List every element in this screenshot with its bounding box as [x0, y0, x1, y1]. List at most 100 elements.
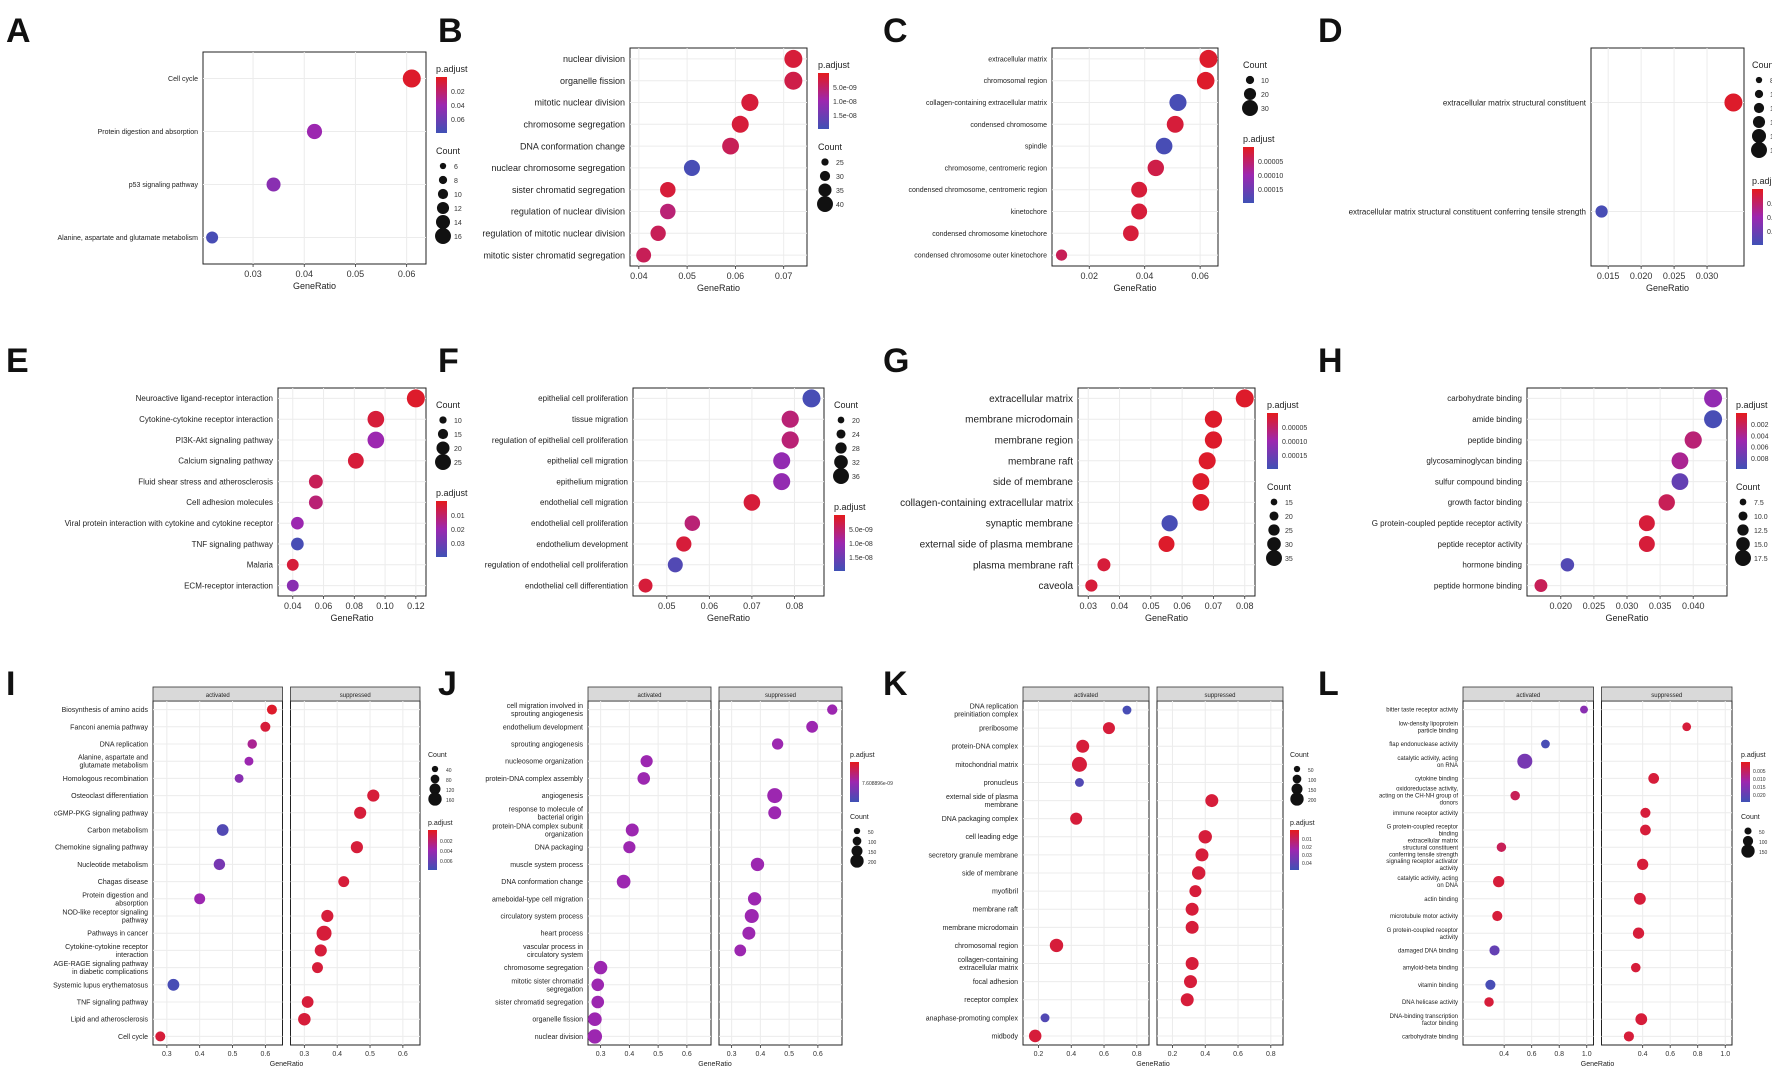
term-label: muscle system process: [510, 862, 583, 869]
size-legend-label: 36: [852, 474, 860, 481]
size-legend-label: 50: [1759, 830, 1765, 836]
data-point: [1028, 1029, 1042, 1043]
term-label-line: binding: [1439, 832, 1458, 838]
term-label-line: mitotic nuclear division: [534, 98, 625, 108]
x-axis-title: GeneRatio: [698, 1061, 732, 1068]
plot-area: [277, 387, 427, 597]
panel-a: A 0.03 0.04 0.05 0.06 Cell cycle Protein diges…: [6, 12, 468, 291]
term-label: membrane raft: [972, 907, 1018, 914]
term-label: Homologous recombination: [63, 776, 148, 783]
term-label-line: angiogenesis: [542, 793, 584, 800]
data-point: [1070, 812, 1083, 825]
x-tick-label: 0.030: [1616, 601, 1639, 611]
data-point: [286, 579, 299, 592]
data-point: [636, 247, 652, 263]
data-point: [1560, 558, 1575, 572]
data-point: [1191, 866, 1206, 880]
data-point: [1198, 452, 1216, 470]
term-label: peptide receptor activity: [1438, 540, 1523, 549]
term-label-line: DNA-binding transcription: [1390, 1014, 1458, 1020]
data-point: [1489, 945, 1500, 956]
data-point: [781, 410, 799, 428]
size-legend-dot: [1291, 783, 1303, 795]
color-legend-bar: [850, 762, 859, 802]
term-label-line: external side of plasma membrane: [920, 540, 1074, 551]
data-point: [1634, 892, 1646, 905]
term-label: side of membrane: [962, 870, 1018, 877]
size-legend-label: 10: [454, 192, 462, 199]
x-tick-label: 0.03: [244, 269, 262, 279]
x-tick-label: 0.5: [784, 1051, 794, 1058]
term-label-line: carbohydrate binding: [1402, 1035, 1458, 1041]
term-label-line: Alanine, aspartate and: [78, 755, 148, 762]
term-label-line: DNA conformation change: [520, 141, 625, 151]
term-label-line: Protein digestion and absorption: [98, 129, 199, 136]
data-point: [1704, 410, 1723, 429]
facet-label: suppressed: [1651, 693, 1682, 699]
data-point: [1638, 536, 1655, 552]
color-legend-label: 0.06: [451, 117, 465, 124]
term-label: sister chromatid segregation: [495, 999, 583, 1006]
facet-strip: [1156, 686, 1284, 702]
size-legend-dot: [1737, 524, 1749, 536]
term-label-line: immune receptor activity: [1393, 811, 1458, 817]
facet-label: activated: [637, 693, 661, 699]
term-label-line: peptide hormone binding: [1434, 581, 1522, 590]
term-label-line: extracellular matrix: [989, 394, 1073, 405]
term-label-line: collagen-containing extracellular matrix: [926, 100, 1048, 107]
size-legend-dot: [435, 214, 451, 230]
size-legend-dot: [1755, 76, 1763, 84]
color-legend-label: 0.03: [451, 541, 465, 548]
term-label-line: extracellular matrix: [1408, 838, 1458, 844]
data-point: [1493, 875, 1505, 888]
x-tick-label: 0.4: [1499, 1051, 1509, 1058]
color-legend-bar: [1243, 147, 1254, 203]
term-label: Osteoclast differentiation: [71, 793, 148, 800]
term-label: protein-DNA complex assembly: [485, 776, 583, 783]
size-legend-dot: [435, 454, 451, 470]
data-point: [1638, 515, 1655, 532]
term-label: catalytic activity, acting on DNA: [1397, 876, 1458, 889]
term-label-line: in diabetic complications: [72, 969, 148, 976]
color-legend-label: 0.010: [1767, 215, 1772, 222]
data-point: [1682, 722, 1692, 732]
data-point: [806, 720, 819, 733]
term-label-line: heart process: [541, 931, 584, 938]
size-legend-dot: [850, 854, 864, 868]
size-legend-dot: [834, 455, 848, 469]
x-axis-title: GeneRatio: [1646, 283, 1689, 293]
term-label-line: condensed chromosome outer kinetochore: [914, 253, 1047, 260]
x-tick-label: 0.040: [1682, 601, 1705, 611]
term-label-line: Biosynthesis of amino acids: [62, 707, 149, 714]
term-label-line: DNA helicase activity: [1402, 1000, 1458, 1006]
data-point: [773, 473, 791, 491]
data-point: [747, 892, 762, 906]
term-label-line: membrane region: [995, 436, 1073, 447]
facet-label: activated: [206, 693, 230, 699]
data-point: [768, 806, 782, 820]
size-legend-title: Count: [428, 752, 447, 759]
term-label: synaptic membrane: [986, 519, 1074, 530]
color-legend-label: 0.004: [1751, 433, 1769, 440]
data-point: [784, 71, 803, 90]
color-legend-label: 0.01: [451, 513, 465, 520]
color-legend-label: 0.02: [451, 89, 465, 96]
term-label-line: collagen-containing extracellular matrix: [900, 498, 1073, 509]
data-point: [1496, 842, 1507, 852]
x-tick-label: 0.4: [1066, 1051, 1076, 1058]
size-legend-label: 200: [1308, 798, 1317, 804]
color-legend-label: 0.03: [1302, 853, 1312, 859]
data-point: [1485, 979, 1496, 990]
term-label-line: sister chromatid segregation: [512, 185, 625, 195]
panel-label: H: [1318, 342, 1343, 380]
term-label: midbody: [992, 1033, 1019, 1040]
data-point: [1199, 49, 1218, 68]
data-point: [244, 756, 254, 766]
x-tick-label: 0.8: [1554, 1051, 1564, 1058]
data-point: [155, 1031, 166, 1042]
term-label-line: on RNA: [1437, 763, 1458, 769]
term-label: chromosome segregation: [523, 119, 625, 129]
size-legend-dot: [431, 765, 439, 773]
size-legend-label: 30: [1285, 542, 1293, 549]
data-point: [784, 49, 803, 68]
